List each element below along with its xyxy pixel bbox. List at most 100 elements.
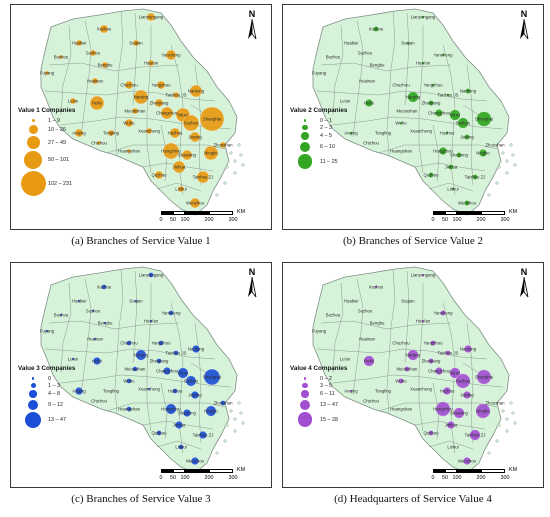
north-arrow: N	[241, 9, 263, 43]
company-symbol	[407, 349, 419, 361]
region-map: Lianyungang Xuzhou Suqian Huaibei Suzhou Bozh…	[312, 8, 517, 216]
city-label: Lianyungang	[139, 273, 164, 278]
legend-label: 6 – 11	[320, 390, 335, 397]
city-label: Jinhua	[445, 165, 458, 170]
legend-symbol	[27, 399, 39, 410]
city-label: Suzhou	[86, 309, 101, 314]
city-label: Huzhou	[168, 389, 183, 394]
city-label: Nanjing	[134, 353, 149, 358]
company-symbol	[431, 83, 435, 87]
company-symbol	[131, 107, 139, 115]
city-label: Changzhou	[156, 111, 179, 116]
city-boundary	[352, 20, 364, 138]
company-symbol	[185, 375, 197, 387]
city-label: Wuhu	[395, 379, 407, 384]
island	[511, 153, 515, 157]
company-symbol	[158, 340, 164, 346]
legend-label: 3 – 5	[320, 382, 332, 389]
scale-tick: 100	[180, 475, 190, 481]
company-symbol	[172, 160, 186, 174]
city-label: Anqing	[344, 131, 358, 136]
island	[497, 423, 501, 427]
legend-symbol	[28, 125, 38, 134]
city-boundary	[466, 64, 474, 186]
company-symbol	[448, 164, 454, 170]
city-boundary	[428, 440, 474, 450]
company-symbol	[374, 285, 378, 289]
company-symbol	[132, 39, 140, 47]
city-label: Quzhou	[151, 173, 167, 178]
city-label: Lishui	[175, 445, 186, 450]
city-label: Tongling	[103, 389, 120, 394]
legend-item: 15 – 28	[290, 411, 385, 427]
island	[233, 429, 237, 433]
company-symbol	[399, 121, 403, 125]
city-label: Taizhou ZJ	[465, 433, 486, 438]
city-label: Chizhou	[91, 141, 107, 146]
company-symbol	[169, 127, 181, 139]
company-symbol	[435, 367, 443, 375]
company-symbol	[135, 349, 147, 361]
legend-symbol	[299, 141, 311, 153]
island	[215, 193, 219, 197]
island	[511, 411, 515, 415]
island	[509, 143, 513, 147]
company-symbol	[59, 313, 63, 317]
legend-title: Value 1 Companies	[18, 107, 76, 114]
city-boundary	[156, 440, 202, 450]
company-symbol	[463, 391, 471, 399]
city-label: Shaoxing	[450, 411, 469, 416]
legend: Value 3 Companies 0 1 – 3 4 – 8 9 – 12 1…	[18, 365, 113, 429]
legend-item: 4 – 8	[18, 389, 113, 399]
city-label: Yancheng	[161, 311, 181, 316]
city-label: Nanjing	[134, 95, 149, 100]
legend-item: 27 – 49	[18, 135, 113, 150]
scale-tick: 0	[159, 475, 163, 481]
city-label: Fuyang	[312, 329, 327, 334]
region-map: Lianyungang Xuzhou Suqian Huaibei Suzhou Bozh…	[40, 8, 245, 216]
map-panel-b: Lianyungang Xuzhou Suqian Huaibei Suzhou Bozh…	[282, 4, 544, 249]
city-label: Zhenjiang	[150, 101, 169, 106]
company-symbol	[451, 187, 455, 191]
scale-tick: 300	[228, 217, 238, 223]
scale-tick: 0	[431, 475, 435, 481]
company-symbol	[183, 409, 191, 417]
company-symbol	[99, 24, 109, 34]
company-symbol	[124, 118, 134, 128]
city-label: Chizhou	[363, 141, 379, 146]
north-label: N	[248, 9, 256, 19]
city-label: Lu'an	[68, 357, 79, 362]
company-symbol	[349, 389, 353, 393]
scale-tick: 50	[170, 217, 176, 223]
city-label: Wenzhou	[458, 201, 477, 206]
city-label: Huaibei	[72, 299, 87, 304]
city-boundary	[320, 320, 452, 330]
company-symbol	[407, 91, 419, 103]
legend-item: 0	[18, 375, 113, 382]
company-symbol	[145, 127, 153, 135]
legend-label: 0 – 1	[320, 117, 332, 124]
city-boundary	[146, 283, 152, 432]
city-boundary	[132, 270, 138, 364]
company-symbol	[172, 388, 178, 394]
north-arrow: N	[513, 9, 535, 43]
city-label: Xuzhou	[97, 285, 112, 290]
city-label: Lianyungang	[411, 15, 436, 20]
company-symbol	[475, 403, 491, 419]
city-label: Nantong	[460, 347, 477, 352]
company-symbol	[476, 369, 492, 385]
city-label: Huaibei	[344, 299, 359, 304]
legend-label: 4 – 8	[48, 390, 60, 397]
company-symbol	[163, 367, 171, 375]
legend-label: 27 – 49	[48, 139, 66, 146]
company-symbol	[126, 148, 132, 154]
city-label: Lu'an	[340, 99, 351, 104]
company-symbol	[156, 80, 166, 90]
scale-tick: 300	[500, 217, 510, 223]
city-label: Changzhou	[156, 369, 179, 374]
north-arrow: N	[241, 267, 263, 301]
legend-item: 4 – 5	[290, 131, 385, 141]
city-label: Nanjing	[406, 353, 421, 358]
legend-item: 13 – 47	[290, 399, 385, 412]
company-symbol	[162, 142, 180, 160]
